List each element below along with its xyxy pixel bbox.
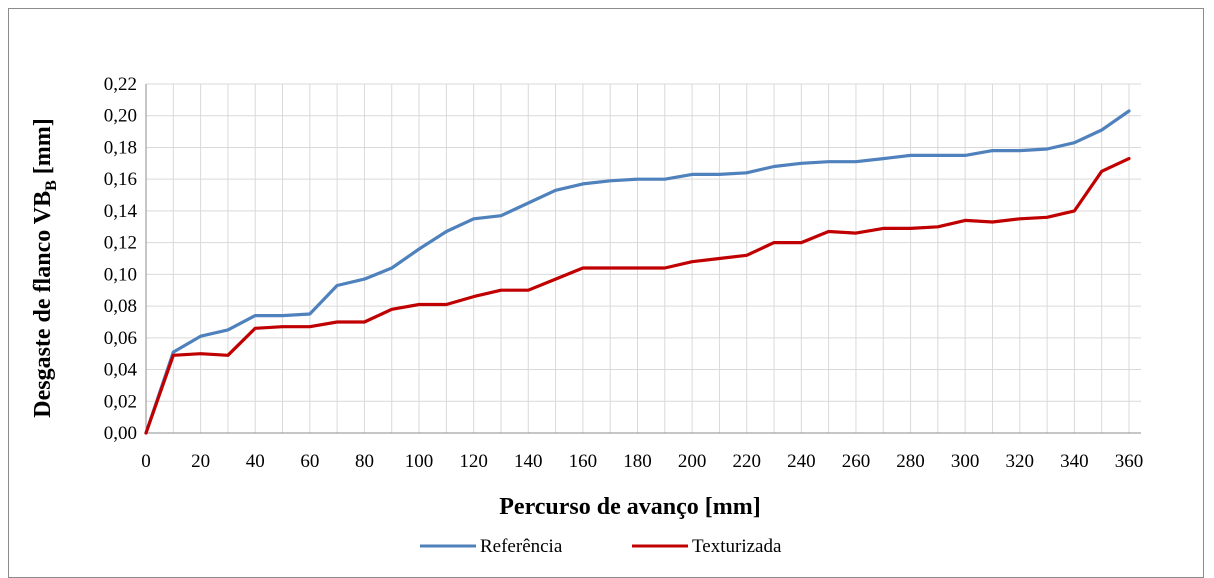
y-axis-title-main: Desgaste de flanco VB [30,191,56,418]
y-tick-label: 0,12 [104,233,137,254]
legend-label-texturizada: Texturizada [692,536,782,557]
series-line-referencia [144,109,1131,435]
y-tick-label: 0,08 [104,296,137,317]
y-tick-label: 0,10 [104,264,137,285]
x-tick-label: 220 [732,451,761,472]
x-tick-label: 140 [514,451,543,472]
chart-area [8,8,1204,578]
legend-label-referencia: Referência [480,536,563,557]
x-tick-label: 20 [191,451,210,472]
axes [145,84,1141,434]
y-tick-label: 0,22 [104,74,137,95]
x-tick-label: 200 [678,451,707,472]
x-tick-label: 40 [246,451,265,472]
y-tick-label: 0,14 [104,201,138,222]
x-tick-label: 240 [787,451,816,472]
x-tick-label: 120 [459,451,488,472]
line-chart: 0 20 40 60 80 100 120 140 160 180 200 220 240 260 280 3… [30,74,1143,557]
series-line-texturizada [144,157,1131,435]
y-tick-label: 0,02 [104,391,137,412]
x-tick-label: 160 [569,451,598,472]
x-tick-label: 180 [623,451,652,472]
y-tick-label: 0,06 [104,328,137,349]
y-tick-label: 0,00 [104,423,137,444]
y-axis-title-unit: [mm] [30,118,56,180]
y-tick-label: 0,20 [104,106,137,127]
y-tick-label: 0,18 [104,137,137,158]
series-lines [144,109,1131,435]
y-axis-title-subscript: B [43,180,60,191]
x-tick-label: 280 [896,451,925,472]
x-tick-label: 320 [1006,451,1035,472]
legend: Referência Texturizada [420,536,782,557]
x-tick-label: 340 [1060,451,1089,472]
gridlines [146,83,1141,433]
x-tick-labels: 0 20 40 60 80 100 120 140 160 180 200 220 240 260 280 3… [141,451,1143,472]
x-tick-label: 360 [1115,451,1144,472]
x-tick-label: 300 [951,451,980,472]
x-tick-label: 0 [141,451,151,472]
x-tick-label: 60 [300,451,319,472]
y-tick-labels: 0,00 0,02 0,04 0,06 0,08 0,10 0,12 0,14 0,16 0,18… [104,74,138,444]
y-tick-label: 0,16 [104,169,137,190]
x-tick-label: 80 [355,451,374,472]
y-axis-title: Desgaste de flanco VBB [mm] [30,118,60,418]
x-tick-label: 100 [405,451,434,472]
y-tick-label: 0,04 [104,360,138,381]
x-tick-label: 260 [842,451,871,472]
x-axis-title: Percurso de avanço [mm] [499,494,761,520]
